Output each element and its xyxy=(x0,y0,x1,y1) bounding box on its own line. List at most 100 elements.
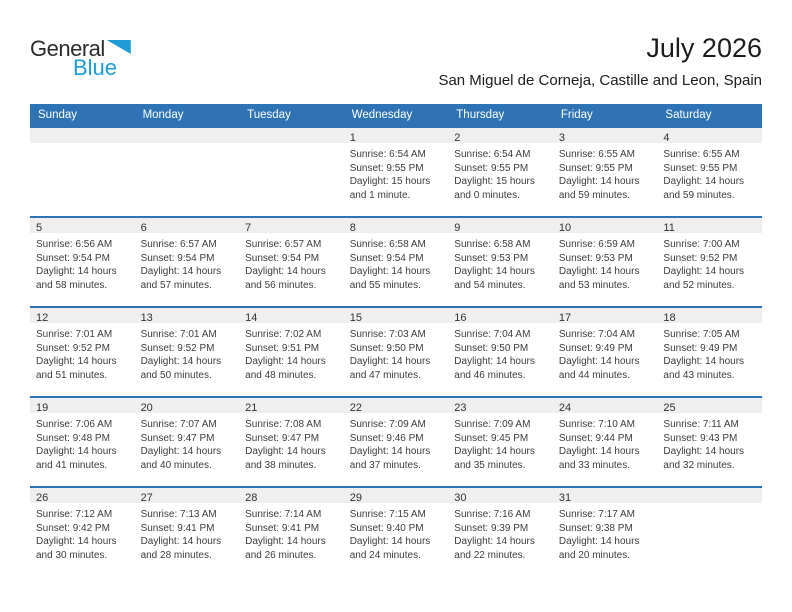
daylight-text-line2: and 56 minutes. xyxy=(245,279,317,291)
daylight-text-line2: and 51 minutes. xyxy=(36,369,108,381)
day-info xyxy=(239,143,344,148)
day-info: Sunrise: 7:05 AM Sunset: 9:49 PM Daylight:… xyxy=(657,323,762,382)
daylight-text-line2: and 44 minutes. xyxy=(558,369,631,381)
day-number: 27 xyxy=(140,492,153,504)
week-row-3: 12 Sunrise: 7:01 AM Sunset: 9:52 PM Dayligh… xyxy=(30,306,762,396)
day-info: Sunrise: 7:04 AM Sunset: 9:49 PM Daylight:… xyxy=(553,323,658,382)
sunrise-text: Sunrise: 7:06 AM xyxy=(36,419,113,430)
day-number: 24 xyxy=(558,402,572,414)
day-number-band: 9 xyxy=(448,218,553,234)
day-info: Sunrise: 7:00 AM Sunset: 9:52 PM Daylight:… xyxy=(657,233,762,292)
sunset-text: Sunset: 9:39 PM xyxy=(454,522,529,534)
day-cell-25: 25 Sunrise: 7:11 AM Sunset: 9:43 PM Dayligh… xyxy=(657,398,762,486)
day-cell-8: 8 Sunrise: 6:58 AM Sunset: 9:54 PM Daylight… xyxy=(343,218,449,306)
daylight-text-line1: Daylight: 14 hours xyxy=(558,446,640,457)
sunrise-text: Sunrise: 7:11 AM xyxy=(663,419,739,430)
daylight-text-line1: Daylight: 14 hours xyxy=(558,266,640,277)
day-number: 21 xyxy=(245,402,258,414)
weekday-thursday: Thursday xyxy=(456,109,505,121)
day-number-band: 6 xyxy=(134,218,240,234)
sunrise-text: Sunrise: 7:07 AM xyxy=(140,419,217,430)
week-row-1: 1 Sunrise: 6:54 AM Sunset: 9:55 PM Daylight… xyxy=(30,126,762,216)
sunset-text: Sunset: 9:40 PM xyxy=(349,522,424,534)
day-cell-30: 30 Sunrise: 7:16 AM Sunset: 9:39 PM Dayligh… xyxy=(448,488,553,576)
day-number: 18 xyxy=(663,312,676,324)
daylight-text-line1: Daylight: 14 hours xyxy=(454,536,535,547)
daylight-text-line1: Daylight: 15 hours xyxy=(454,176,535,187)
daylight-text-line1: Daylight: 14 hours xyxy=(140,266,222,277)
sunrise-text: Sunrise: 7:01 AM xyxy=(36,329,113,340)
day-info: Sunrise: 6:57 AM Sunset: 9:54 PM Daylight:… xyxy=(135,233,240,292)
day-number: 12 xyxy=(36,312,49,324)
day-info: Sunrise: 6:56 AM Sunset: 9:54 PM Daylight:… xyxy=(30,233,135,292)
logo-text-blue: Blue xyxy=(73,55,118,80)
sunrise-text: Sunrise: 7:16 AM xyxy=(454,509,531,520)
day-cell-28: 28 Sunrise: 7:14 AM Sunset: 9:41 PM Dayligh… xyxy=(239,488,344,576)
weekday-tuesday: Tuesday xyxy=(247,109,291,121)
day-info: Sunrise: 7:09 AM Sunset: 9:45 PM Daylight:… xyxy=(448,413,553,472)
daylight-text-line1: Daylight: 14 hours xyxy=(663,266,745,277)
day-cell-6: 6 Sunrise: 6:57 AM Sunset: 9:54 PM Daylight… xyxy=(134,218,240,306)
sunset-text: Sunset: 9:43 PM xyxy=(663,432,738,444)
daylight-text-line2: and 50 minutes. xyxy=(140,369,212,381)
day-number-band: 12 xyxy=(30,308,135,324)
sunrise-text: Sunrise: 7:09 AM xyxy=(454,419,531,430)
sunrise-text: Sunrise: 7:15 AM xyxy=(349,509,426,520)
sunset-text: Sunset: 9:47 PM xyxy=(245,432,320,444)
daylight-text-line1: Daylight: 14 hours xyxy=(140,356,222,367)
daylight-text-line2: and 41 minutes. xyxy=(36,459,108,471)
day-info: Sunrise: 7:06 AM Sunset: 9:48 PM Daylight:… xyxy=(30,413,135,472)
day-info: Sunrise: 7:01 AM Sunset: 9:52 PM Daylight:… xyxy=(135,323,240,382)
day-cell-7: 7 Sunrise: 6:57 AM Sunset: 9:54 PM Daylight… xyxy=(239,218,344,306)
day-cell-26: 26 Sunrise: 7:12 AM Sunset: 9:42 PM Dayligh… xyxy=(30,488,135,576)
weekday-saturday: Saturday xyxy=(665,109,712,121)
day-info: Sunrise: 7:09 AM Sunset: 9:46 PM Daylight:… xyxy=(344,413,449,472)
sunrise-text: Sunrise: 6:54 AM xyxy=(349,149,426,160)
day-number-band: 13 xyxy=(134,308,240,324)
day-info: Sunrise: 6:57 AM Sunset: 9:54 PM Daylight:… xyxy=(239,233,344,292)
day-cell-27: 27 Sunrise: 7:13 AM Sunset: 9:41 PM Dayligh… xyxy=(134,488,240,576)
daylight-text-line2: and 26 minutes. xyxy=(245,549,317,561)
day-number: 7 xyxy=(245,222,252,234)
sunset-text: Sunset: 9:55 PM xyxy=(558,162,633,174)
daylight-text-line1: Daylight: 14 hours xyxy=(454,266,535,277)
daylight-text-line1: Daylight: 14 hours xyxy=(558,536,640,547)
sunset-text: Sunset: 9:55 PM xyxy=(663,162,738,174)
day-cell-13: 13 Sunrise: 7:01 AM Sunset: 9:52 PM Dayligh… xyxy=(134,308,240,396)
week-row-2: 5 Sunrise: 6:56 AM Sunset: 9:54 PM Daylight… xyxy=(30,216,762,306)
day-number: 3 xyxy=(558,132,565,144)
day-number-band: 30 xyxy=(448,488,553,504)
day-cell-empty xyxy=(657,488,762,576)
sunset-text: Sunset: 9:54 PM xyxy=(245,252,320,264)
daylight-text-line1: Daylight: 14 hours xyxy=(140,536,222,547)
day-number-band: 20 xyxy=(134,398,240,414)
day-info: Sunrise: 7:02 AM Sunset: 9:51 PM Daylight:… xyxy=(239,323,344,382)
sunset-text: Sunset: 9:54 PM xyxy=(140,252,215,264)
daylight-text-line1: Daylight: 14 hours xyxy=(663,176,745,187)
sunrise-text: Sunrise: 6:55 AM xyxy=(558,149,635,160)
daylight-text-line2: and 1 minute. xyxy=(349,189,411,201)
day-number-band: 11 xyxy=(657,218,762,234)
daylight-text-line2: and 37 minutes. xyxy=(349,459,421,471)
sunset-text: Sunset: 9:42 PM xyxy=(36,522,110,534)
day-cell-9: 9 Sunrise: 6:58 AM Sunset: 9:53 PM Daylight… xyxy=(448,218,553,306)
day-number: 8 xyxy=(349,222,356,234)
daylight-text-line1: Daylight: 14 hours xyxy=(558,176,640,187)
day-number: 26 xyxy=(36,492,49,504)
day-cell-11: 11 Sunrise: 7:00 AM Sunset: 9:52 PM Dayligh… xyxy=(657,218,762,306)
daylight-text-line2: and 40 minutes. xyxy=(140,459,212,471)
daylight-text-line1: Daylight: 14 hours xyxy=(36,266,117,277)
day-info: Sunrise: 6:54 AM Sunset: 9:55 PM Daylight:… xyxy=(344,143,449,202)
day-cell-4: 4 Sunrise: 6:55 AM Sunset: 9:55 PM Daylight… xyxy=(657,128,762,216)
day-number-band: 8 xyxy=(343,218,449,234)
sunset-text: Sunset: 9:48 PM xyxy=(36,432,110,444)
day-number: 6 xyxy=(140,222,147,234)
day-number-band: 17 xyxy=(552,308,658,324)
daylight-text-line1: Daylight: 15 hours xyxy=(349,176,431,187)
day-number-band xyxy=(134,128,240,143)
sunrise-text: Sunrise: 7:14 AM xyxy=(245,509,322,520)
day-info xyxy=(135,143,240,148)
daylight-text-line1: Daylight: 14 hours xyxy=(349,356,431,367)
weekday-sunday: Sunday xyxy=(38,109,78,121)
